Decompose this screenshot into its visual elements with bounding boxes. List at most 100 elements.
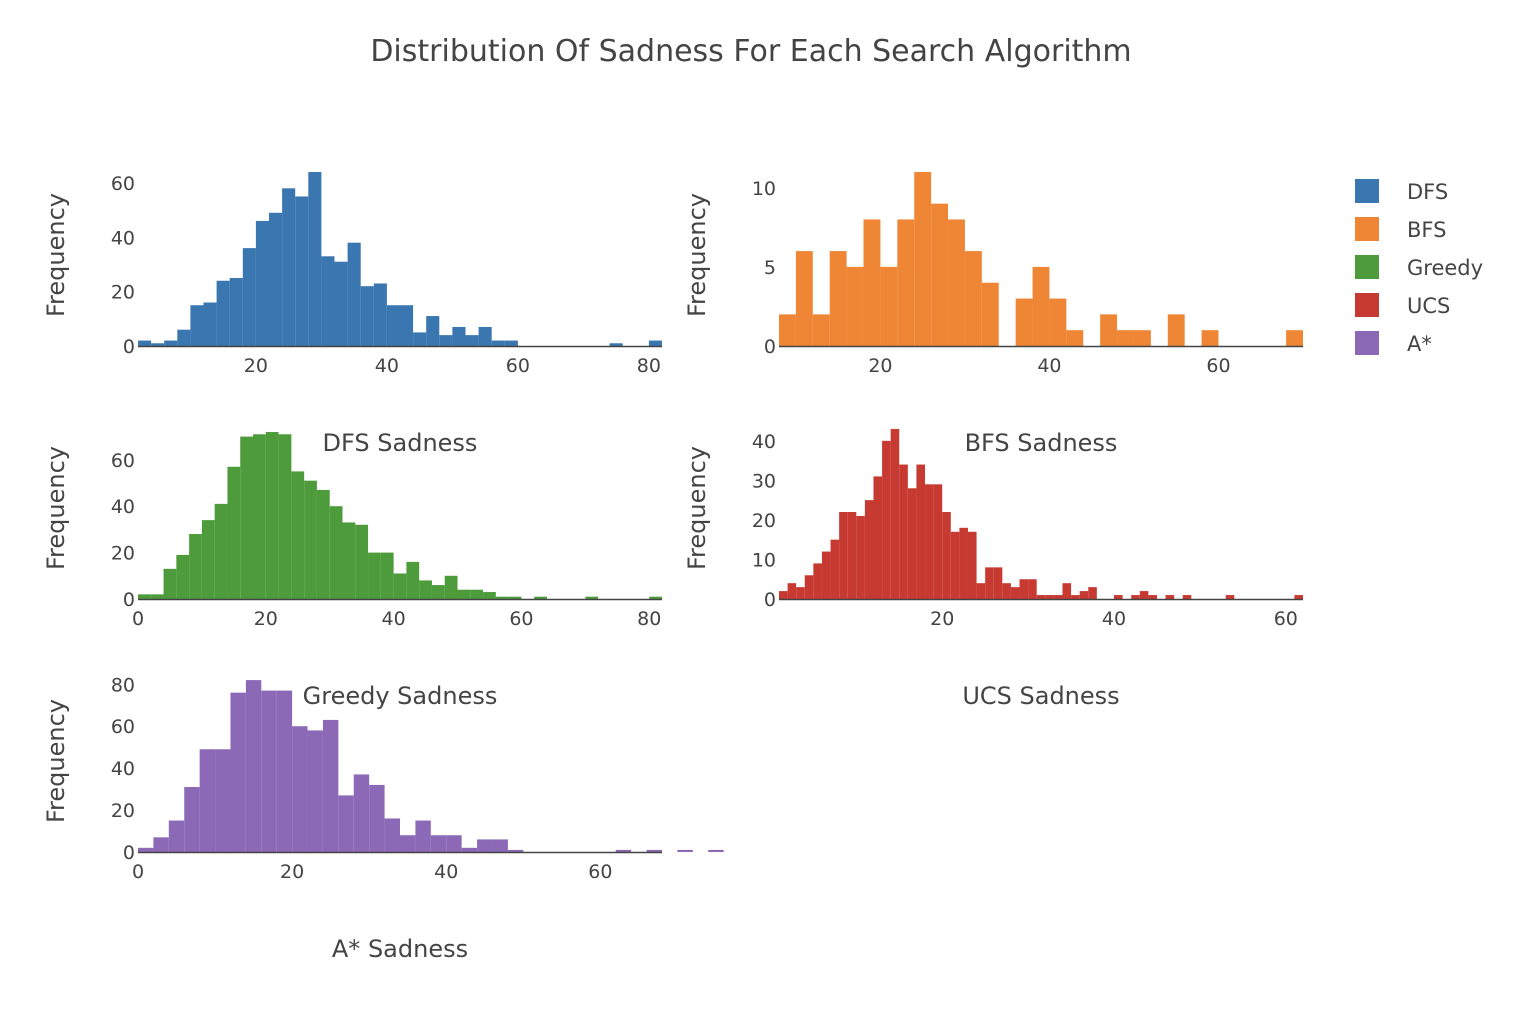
greedy-bar: [508, 596, 522, 599]
ucs-bar: [1131, 595, 1140, 599]
legend-item-greedy[interactable]: Greedy: [1355, 255, 1483, 280]
ucs-bar: [856, 515, 865, 599]
ucs-x-tick-label: 40: [1102, 608, 1126, 630]
ucs-bar: [967, 531, 977, 599]
astar-bar: [292, 726, 308, 852]
dfs-bar: [360, 286, 374, 346]
ucs-bar: [864, 500, 874, 599]
legend-item-astar[interactable]: A*: [1355, 331, 1432, 356]
greedy-bar: [368, 552, 381, 599]
astar-y-tick-label: 0: [123, 842, 135, 864]
greedy-bar: [444, 575, 458, 599]
greedy-bar: [214, 503, 228, 599]
ucs-bar: [1294, 595, 1303, 599]
greedy-x-axis-title: Greedy Sadness: [303, 682, 498, 710]
ucs-bar: [1079, 591, 1089, 599]
ucs-bar: [847, 512, 857, 599]
bfs-x-axis-title: BFS Sadness: [965, 429, 1118, 457]
dfs-y-tick-label: 40: [111, 227, 135, 249]
ucs-bar: [899, 464, 908, 599]
astar-y-tick-label: 20: [111, 800, 135, 822]
ucs-bar: [813, 563, 822, 599]
greedy-bar: [585, 596, 599, 599]
dfs-bar: [321, 256, 335, 346]
bfs-bar: [779, 314, 796, 346]
greedy-bar: [150, 594, 164, 599]
bfs-bar: [829, 251, 847, 346]
astar-bar: [446, 835, 462, 852]
bfs-x-tick-label: 20: [868, 355, 892, 377]
bfs-y-tick-label: 10: [752, 178, 776, 200]
dfs-bar: [308, 172, 322, 346]
dfs-bar: [413, 332, 427, 346]
ucs-bar: [1225, 595, 1235, 599]
bfs-bar: [981, 282, 999, 346]
ucs-bar: [1028, 579, 1037, 599]
astar-bar: [322, 719, 339, 852]
dfs-bar: [347, 242, 361, 346]
greedy-bar: [278, 434, 292, 599]
astar-x-tick-label: 0: [132, 861, 144, 883]
ucs-y-tick-label: 40: [752, 431, 776, 453]
ucs-bar: [1010, 587, 1020, 599]
legend-item-ucs[interactable]: UCS: [1355, 293, 1450, 318]
astar-bar: [492, 839, 508, 852]
legend-label-ucs: UCS: [1407, 294, 1450, 318]
astar-bar: [369, 784, 385, 852]
astar-bar: [430, 835, 447, 852]
bfs-bar: [880, 266, 898, 346]
dfs-bar: [203, 302, 217, 346]
dfs-x-tick-label: 20: [244, 355, 268, 377]
dfs-bar: [426, 316, 440, 346]
bfs-bar: [948, 219, 965, 346]
dfs-bar: [373, 283, 387, 346]
astar-bar: [215, 749, 231, 852]
ucs-bar: [890, 428, 900, 599]
greedy-bar: [329, 506, 343, 599]
dfs-bar: [452, 326, 466, 346]
ucs-bar: [907, 488, 917, 599]
bfs-bar: [1286, 330, 1303, 346]
astar-y-tick-label: 80: [111, 674, 135, 696]
bfs-bar: [1100, 314, 1118, 346]
ucs-bar: [959, 527, 968, 599]
astar-y-tick-label: 40: [111, 758, 135, 780]
legend-item-dfs[interactable]: DFS: [1355, 179, 1448, 204]
ucs-bar: [1114, 595, 1123, 599]
bfs-bar: [795, 251, 813, 346]
legend-item-bfs[interactable]: BFS: [1355, 217, 1446, 242]
astar-y-axis-title: Frequency: [42, 699, 70, 823]
bfs-bar: [1133, 330, 1151, 346]
astar-histogram: 0 20 40 60 80 0 20 40 60 Frequency A* Sadness: [42, 674, 724, 963]
bfs-bar: [931, 203, 949, 346]
greedy-bar: [483, 592, 496, 599]
dfs-bar: [400, 305, 414, 346]
ucs-y-tick-label: 20: [752, 510, 776, 532]
dfs-bar: [504, 340, 518, 346]
greedy-y-tick-label: 0: [123, 589, 135, 611]
astar-bar: [461, 847, 478, 852]
dfs-bar: [151, 343, 165, 346]
ucs-bar: [882, 440, 891, 599]
ucs-bar: [873, 476, 883, 599]
legend-swatch-astar: [1355, 331, 1379, 355]
ucs-y-tick-label: 10: [752, 549, 776, 571]
ucs-bar: [821, 551, 831, 599]
astar-bar: [199, 749, 216, 852]
greedy-bar: [431, 585, 445, 599]
astar-bar: [276, 690, 293, 852]
ucs-y-tick-label: 30: [752, 470, 776, 492]
ucs-bar: [1036, 595, 1046, 599]
greedy-bar: [380, 552, 394, 599]
astar-bar: [415, 820, 431, 852]
bfs-bar: [1049, 298, 1067, 346]
bfs-x-tick-label: 40: [1037, 355, 1061, 377]
astar-x-tick-label: 60: [588, 861, 612, 883]
astar-bar: [261, 690, 277, 852]
astar-bar: [400, 835, 416, 852]
dfs-histogram: 0 20 40 60 20 40 60 80 Frequency DFS Sadness: [42, 172, 662, 457]
greedy-bar: [470, 589, 484, 599]
bfs-bar: [1167, 314, 1185, 346]
bfs-bar: [863, 219, 881, 346]
ucs-bar: [950, 531, 960, 599]
